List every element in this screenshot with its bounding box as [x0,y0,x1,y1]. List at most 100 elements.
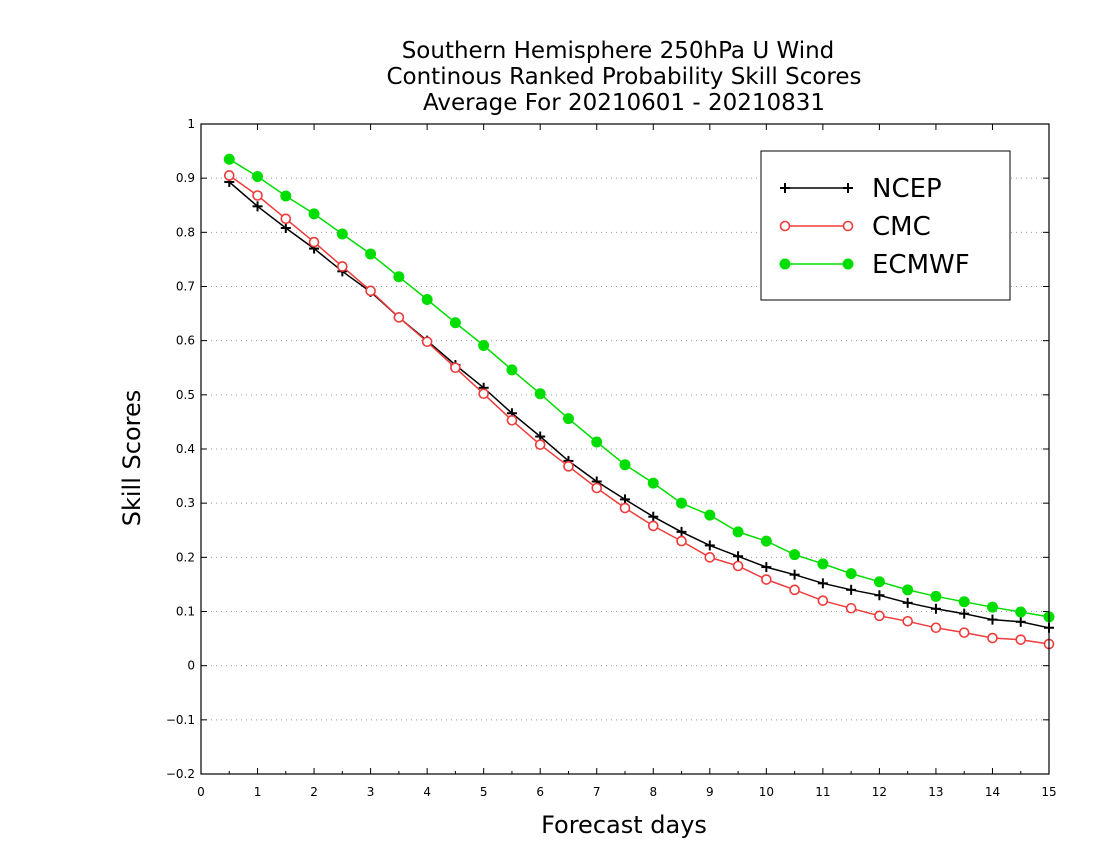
data-point-cmc [619,502,631,514]
data-point-ecmwf [421,294,433,305]
data-point-ncep [846,584,857,595]
data-point-ncep [789,569,800,580]
data-point-ecmwf [562,413,574,425]
data-point-ecmwf [252,171,264,183]
data-point-ecmwf [647,477,659,489]
legend-marker-ncep [780,183,790,193]
data-point-ecmwf [534,388,546,400]
data-point-cmc [478,388,489,400]
data-point-cmc [732,560,744,572]
data-point-ncep [280,223,291,233]
y-tick-label: 0.8 [176,225,195,239]
x-tick-label: 5 [480,785,488,799]
data-point-ncep [874,590,885,601]
data-point-ncep [676,526,687,537]
data-point-ncep [761,562,772,573]
data-point-cmc [902,615,913,627]
legend-label-ecmwf: ECMWF [872,250,970,280]
data-point-ncep [733,551,744,562]
data-point-cmc [817,595,829,606]
y-tick-label: 1 [187,117,195,131]
data-point-ecmwf [789,549,801,561]
data-point-cmc [506,414,518,426]
data-point-ecmwf [845,568,857,580]
data-point-ncep [648,511,659,522]
data-point-cmc [704,552,716,563]
data-point-cmc [393,312,405,323]
chart-title-line-2: Continous Ranked Probability Skill Score… [386,64,861,90]
x-tick-label: 13 [928,785,943,799]
legend-marker-cmc [842,220,854,232]
data-point-ecmwf [676,497,688,509]
data-point-ecmwf [930,590,942,602]
data-point-ecmwf [1015,606,1027,618]
data-point-ecmwf [986,601,998,613]
data-point-cmc [987,632,998,644]
data-point-ecmwf [308,208,320,220]
plot-frame [200,123,1050,775]
y-tick-label: 0.7 [176,280,195,294]
data-point-ecmwf [591,436,603,448]
x-tick-label: 6 [536,785,544,799]
data-point-cmc [930,622,942,634]
data-point-ecmwf [760,535,772,547]
data-point-ecmwf [280,190,292,202]
y-tick-label: −0.1 [166,713,195,727]
data-point-ecmwf [449,317,461,329]
y-tick-label: 0.2 [176,550,195,564]
data-point-ecmwf [393,271,405,283]
series-ecmwf [223,153,1055,623]
legend-items: NCEP CMC ECMWF [779,174,970,280]
chart-title: Southern Hemisphere 250hPa U Wind Contin… [386,38,861,116]
y-tick-label: 0.9 [176,171,195,185]
y-tick-label: 0.1 [176,605,195,619]
x-tick-label: 10 [759,785,774,799]
x-tick-label: 14 [985,785,1000,799]
data-point-cmc [563,461,574,472]
y-tick-label: 0.3 [176,496,195,510]
x-tick-label: 8 [649,785,657,799]
legend-label-cmc: CMC [872,212,931,242]
data-point-ecmwf [704,509,716,521]
data-point-ecmwf [958,596,970,608]
y-tick-label: 0.5 [176,388,195,402]
x-tick-label: 7 [593,785,601,799]
chart-title-line-1: Southern Hemisphere 250hPa U Wind [402,38,835,64]
series-cmc [223,170,1055,650]
data-point-ncep [930,603,941,614]
data-point-cmc [1015,634,1027,645]
data-point-cmc [534,439,546,450]
data-point-ncep [959,608,970,619]
x-tick-label: 9 [706,785,714,799]
axis-ticks: −0.2−0.100.10.20.30.40.50.60.70.80.910 1 2… [166,117,1057,799]
x-axis-label: Forecast days [541,811,707,839]
y-tick-label: 0 [187,659,195,673]
x-tick-label: 15 [1041,785,1056,799]
data-point-cmc [874,610,885,622]
data-point-ncep [620,494,630,505]
data-point-cmc [676,535,687,547]
data-point-cmc [789,584,800,596]
data-point-ecmwf [506,364,518,376]
data-point-ecmwf [365,248,377,260]
x-tick-label: 12 [872,785,887,799]
data-point-cmc [761,574,772,585]
chart-title-line-3: Average For 20210601 - 20210831 [423,90,825,116]
legend-marker-ncep [843,183,853,193]
data-point-ecmwf [336,228,348,240]
data-point-ecmwf [223,153,235,165]
data-point-cmc [450,362,461,374]
y-tick-label: 0.6 [176,334,195,348]
data-point-cmc [845,602,857,614]
legend-label-ncep: NCEP [872,174,942,204]
x-tick-label: 4 [423,785,431,799]
legend-marker-ecmwf [842,258,854,270]
x-tick-label: 0 [197,785,205,799]
data-point-cmc [337,261,348,272]
series-lines [223,153,1055,650]
legend-marker-cmc [779,220,791,232]
data-point-cmc [647,520,659,532]
data-point-ecmwf [902,584,914,596]
